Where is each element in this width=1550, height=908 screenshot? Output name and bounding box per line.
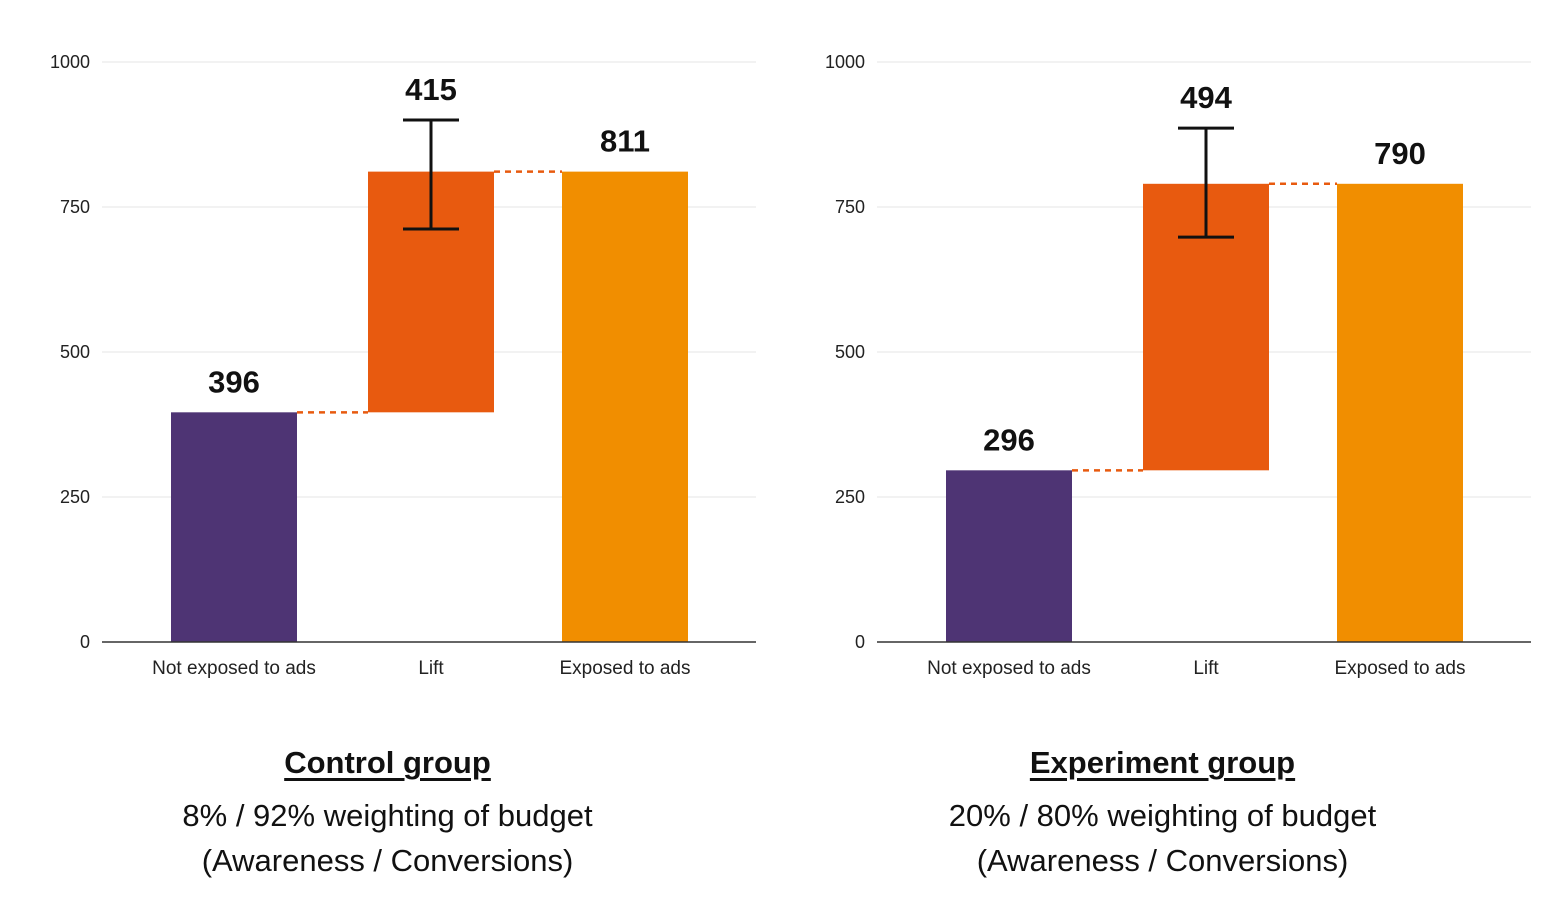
y-tick-label: 250 (60, 487, 90, 507)
y-tick-label: 500 (60, 342, 90, 362)
caption-line-2: (Awareness / Conversions) (201, 843, 574, 878)
x-tick-label: Lift (1193, 658, 1219, 679)
experiment-group-panel: 0 250 500 750 1000 296 494 790 Not exposed to ad… (775, 0, 1550, 908)
y-tick-label: 750 (835, 197, 865, 217)
bar-exposed (562, 171, 688, 642)
y-tick-label: 750 (60, 197, 90, 217)
y-tick-label: 500 (835, 342, 865, 362)
x-tick-label: Lift (418, 658, 444, 679)
x-tick-label: Not exposed to ads (927, 658, 1091, 679)
bar-not-exposed (946, 470, 1072, 642)
data-label: 494 (1180, 80, 1232, 115)
caption-line-2: (Awareness / Conversions) (976, 843, 1349, 878)
bar-not-exposed (171, 412, 297, 642)
control-group-caption: Control group 8% / 92% weighting of budg… (0, 745, 775, 883)
control-group-panel: 0 250 500 750 1000 396 415 811 Not exposed to ad… (0, 52, 775, 883)
data-label: 811 (600, 124, 650, 159)
data-label: 790 (1374, 136, 1426, 171)
caption-line-1: 20% / 80% weighting of budget (948, 798, 1377, 833)
y-tick-label: 1000 (50, 52, 90, 72)
data-label: 415 (405, 72, 457, 107)
x-tick-label: Not exposed to ads (152, 658, 316, 679)
y-tick-label: 0 (80, 632, 90, 652)
y-tick-label: 250 (835, 487, 865, 507)
caption-title: Experiment group (1029, 745, 1296, 780)
control-group-chart: 0 250 500 750 1000 396 415 811 Not exposed to ad… (50, 52, 756, 679)
experiment-group-caption: Experiment group 20% / 80% weighting of … (775, 745, 1550, 883)
experiment-group-chart: 0 250 500 750 1000 296 494 790 Not exposed to ad… (825, 52, 1531, 679)
bar-exposed (1337, 183, 1463, 643)
y-tick-label: 1000 (825, 52, 865, 72)
caption-title: Control group (284, 745, 491, 780)
data-label: 396 (208, 364, 260, 399)
data-label: 296 (983, 422, 1035, 457)
x-tick-label: Exposed to ads (560, 658, 691, 679)
caption-line-1: 8% / 92% weighting of budget (182, 798, 593, 833)
y-tick-label: 0 (855, 632, 865, 652)
x-tick-label: Exposed to ads (1335, 658, 1466, 679)
